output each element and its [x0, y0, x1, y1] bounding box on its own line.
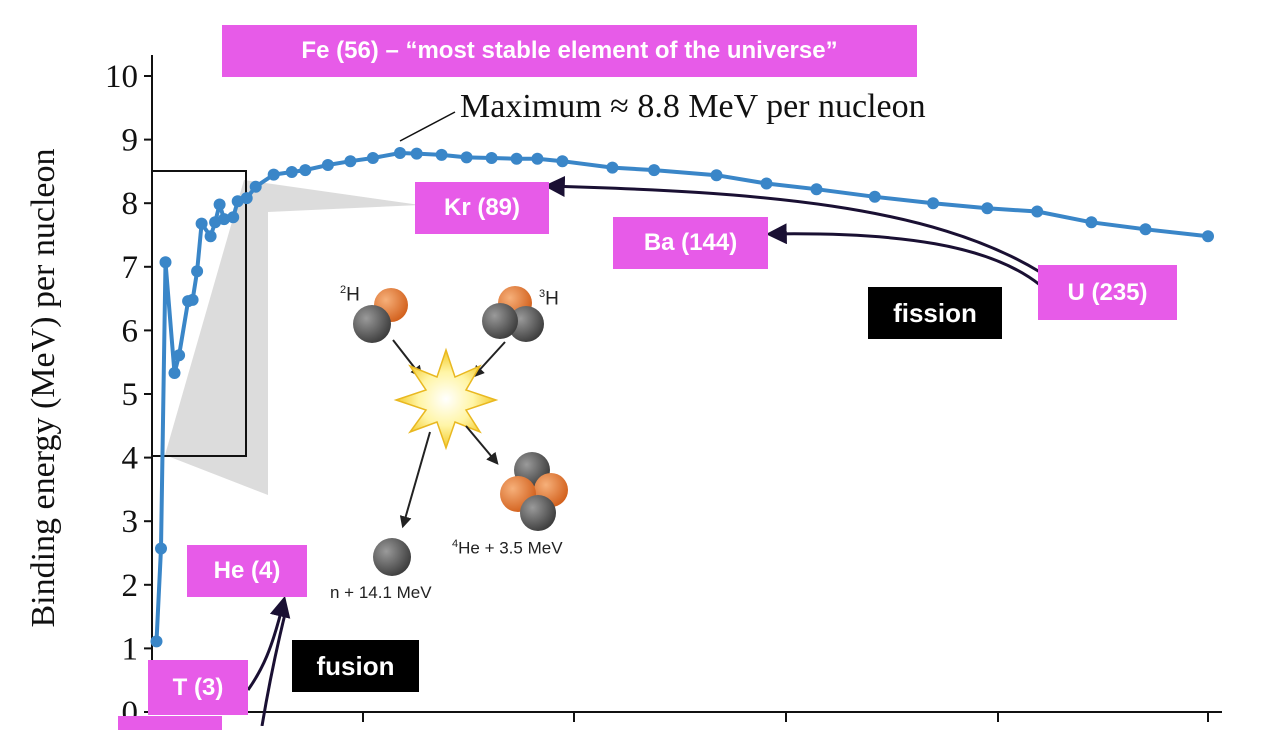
- maximum-leader-line: [399, 111, 456, 142]
- kr-tag: Kr (89): [415, 182, 549, 234]
- data-point-A78: [485, 152, 498, 164]
- data-point-A22: [240, 192, 253, 205]
- x-ticks: [362, 712, 1209, 722]
- ba-tag: Ba (144): [613, 217, 768, 269]
- data-point-A11: [191, 265, 204, 278]
- tritium-neutron-1: [508, 306, 544, 342]
- data-point-A35: [299, 164, 312, 177]
- u-tag: U (235): [1038, 265, 1177, 320]
- he-tag: He (4): [187, 545, 307, 597]
- inset-arrow-out-helium: [465, 425, 499, 465]
- maximum-annotation: Maximum ≈ 8.8 MeV per nucleon: [460, 88, 926, 125]
- fusion-tag: fusion: [292, 640, 419, 692]
- data-point-A56: [394, 147, 406, 159]
- helium-neutron-bottom: [520, 495, 556, 531]
- y-tick-label-5: 5: [122, 377, 139, 413]
- data-point-A144: [760, 177, 773, 190]
- tritium-label-sup: 3: [539, 288, 546, 300]
- tritium-label: 3H: [539, 288, 559, 310]
- free-neutron: [373, 538, 411, 576]
- y-axis-label: Binding energy (MeV) per nucleon: [25, 148, 62, 627]
- data-point-A7: [173, 349, 186, 362]
- data-point-A89: [531, 152, 544, 165]
- y-tick-label-8: 8: [122, 186, 139, 222]
- zoom-wedge: [165, 180, 420, 495]
- deuterium-label-sup: 2: [340, 284, 347, 296]
- y-tick-label-6: 6: [122, 313, 139, 349]
- data-point-A2: [150, 635, 163, 648]
- series-points: [150, 147, 1214, 648]
- data-point-A14: [204, 230, 217, 243]
- data-point-A16: [213, 198, 226, 211]
- data-point-A184: [927, 197, 940, 210]
- fission-arrow-ba: [765, 223, 1041, 287]
- data-point-A197: [981, 202, 994, 215]
- data-point-A17: [218, 213, 231, 226]
- data-point-A72: [460, 151, 473, 164]
- deuterium-neutron: [353, 305, 391, 343]
- data-point-A156: [810, 183, 823, 196]
- data-point-A4: [159, 256, 172, 269]
- fusion-arrow-t: [246, 595, 291, 691]
- data-point-A60: [410, 147, 423, 160]
- data-point-A24: [249, 180, 262, 193]
- data-point-A170: [868, 190, 881, 203]
- data-point-A84: [510, 152, 523, 165]
- y-tick-label-3: 3: [122, 504, 139, 540]
- tritium-label-text: H: [545, 288, 559, 310]
- fission-tag: fission: [868, 287, 1002, 339]
- data-point-A50: [366, 152, 379, 164]
- deuterium-label-text: H: [346, 284, 360, 306]
- y-tick-label-10: 10: [105, 59, 138, 95]
- y-tick-label-9: 9: [122, 123, 139, 159]
- data-point-A15: [209, 216, 222, 229]
- fission-arrow-kr: [543, 175, 1041, 274]
- fusion-reaction-diagram: [353, 286, 568, 576]
- helium-product-text: He + 3.5 MeV: [458, 538, 563, 558]
- neutron-product-label: n + 14.1 MeV: [330, 583, 432, 602]
- explosion-star: [393, 347, 499, 451]
- y-tick-label-2: 2: [122, 568, 139, 604]
- data-point-A107: [606, 161, 619, 174]
- cropped-bottom-tag: [118, 716, 222, 730]
- inset-arrow-in-right: [472, 341, 506, 378]
- helium-product-label: 4He + 3.5 MeV: [452, 538, 563, 559]
- data-point-A10: [186, 293, 199, 306]
- data-point-A222: [1085, 216, 1098, 229]
- t-tag: T (3): [148, 660, 248, 715]
- fe-title-tag: Fe (56) – “most stable element of the un…: [222, 25, 917, 77]
- helium-product-sup: 4: [452, 538, 459, 550]
- data-point-A132: [710, 169, 723, 182]
- data-point-A32: [285, 166, 298, 178]
- fusion-arrow-lower: [260, 609, 288, 726]
- data-point-A28: [267, 168, 280, 181]
- tritium-neutron-2: [482, 303, 518, 339]
- data-point-A3: [155, 542, 167, 555]
- data-point-A20: [231, 195, 244, 208]
- data-point-A250: [1202, 230, 1214, 243]
- y-tick-label-4: 4: [122, 441, 139, 477]
- zoom-box: [151, 170, 247, 457]
- data-point-A95: [556, 155, 569, 168]
- axes: [151, 55, 1222, 713]
- data-point-A45: [344, 155, 357, 168]
- data-point-A117: [648, 164, 661, 177]
- data-point-A40: [321, 159, 334, 171]
- y-tick-label-1: 1: [122, 631, 139, 667]
- deuterium-label: 2H: [340, 284, 360, 306]
- data-point-A235: [1139, 223, 1152, 236]
- y-tick-label-7: 7: [122, 250, 139, 286]
- data-point-A19: [227, 211, 240, 224]
- data-point-A12: [195, 217, 208, 230]
- inset-arrow-out-neutron: [399, 431, 431, 529]
- data-point-A66: [435, 148, 448, 161]
- data-point-A209: [1031, 205, 1044, 218]
- data-point-A6: [168, 367, 181, 379]
